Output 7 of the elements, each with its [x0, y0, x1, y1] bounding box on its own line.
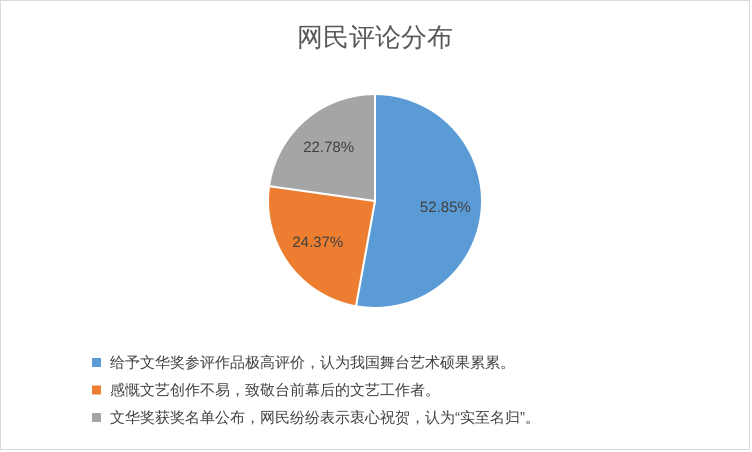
legend-label: 感慨文艺创作不易，致敬台前幕后的文艺工作者。: [110, 382, 440, 399]
data-label: 52.85%: [420, 198, 471, 216]
data-label: 24.37%: [292, 234, 344, 251]
legend-label: 给予文华奖参评作品极高评价，认为我国舞台艺术硕果累累。: [110, 354, 515, 372]
data-label: 22.78%: [303, 139, 354, 156]
legend-label: 文华奖获奖名单公布，网民纷纷表示衷心祝贺，认为“实至名归”。: [110, 410, 540, 426]
chart-title: 网民评论分布: [297, 22, 453, 52]
